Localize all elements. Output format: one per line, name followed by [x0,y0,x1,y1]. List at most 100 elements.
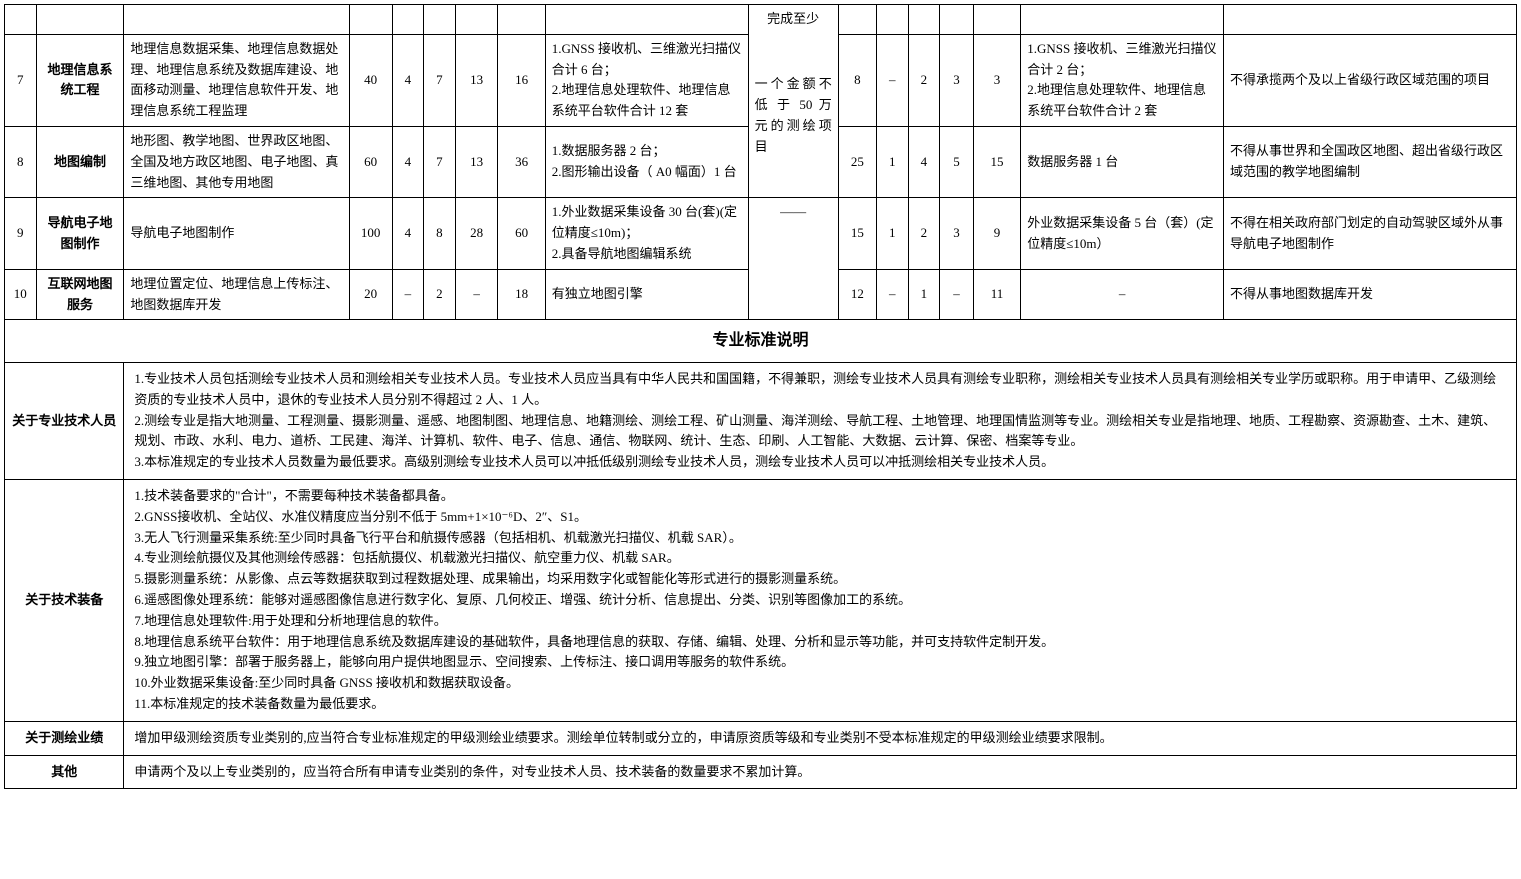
restriction-text: 不得承揽两个及以上省级行政区域范围的项目 [1224,34,1517,126]
col-c8: 2 [908,198,940,269]
col-c6: 12 [838,269,876,320]
col-c9: 3 [940,34,974,126]
col-c9: 5 [940,126,974,197]
col-c10: 11 [973,269,1020,320]
empty-cell [349,5,392,35]
scope-text: 地理信息数据采集、地理信息数据处理、地理信息系统及数据库建设、地面移动测量、地理… [124,34,349,126]
empty-cell [973,5,1020,35]
col-c3: 8 [424,198,456,269]
empty-cell [877,5,909,35]
mid-merged-dash: —— [748,198,838,320]
col-c8: 1 [908,269,940,320]
empty-cell [424,5,456,35]
col-c8: 4 [908,126,940,197]
col-c9: 3 [940,198,974,269]
col-c7: – [877,269,909,320]
section-title: 专业标准说明 [5,320,1517,363]
empty-cell [908,5,940,35]
scope-text: 地理位置定位、地理信息上传标注、地图数据库开发 [124,269,349,320]
col-c10: 9 [973,198,1020,269]
col-c6: 15 [838,198,876,269]
empty-cell [545,5,748,35]
notes-performance-row: 关于测绘业绩 增加甲级测绘资质专业类别的,应当符合专业标准规定的甲级测绘业绩要求… [5,721,1517,755]
equipment-a: 1.数据服务器 2 台； 2.图形输出设备（ A0 幅面）1 台 [545,126,748,197]
col-c7: 1 [877,126,909,197]
equipment-b: 1.GNSS 接收机、三维激光扫描仪合计 2 台； 2.地理信息处理软件、地理信… [1021,34,1224,126]
col-c4: 13 [455,34,498,126]
col-c9: – [940,269,974,320]
col-c5: 36 [498,126,545,197]
col-c7: – [877,34,909,126]
section-title-row: 专业标准说明 [5,320,1517,363]
col-c3: 7 [424,126,456,197]
row-index: 7 [5,34,37,126]
col-c10: 15 [973,126,1020,197]
col-c4: 13 [455,126,498,197]
empty-cell [940,5,974,35]
col-c2: 4 [392,34,424,126]
row-index: 8 [5,126,37,197]
col-c4: – [455,269,498,320]
category-name: 地理信息系统工程 [36,34,124,126]
col-c1: 40 [349,34,392,126]
standards-table: 完成至少 7地理信息系统工程地理信息数据采集、地理信息数据处理、地理信息系统及数… [4,4,1517,789]
col-c4: 28 [455,198,498,269]
notes-personnel-text: 1.专业技术人员包括测绘专业技术人员和测绘相关专业技术人员。专业技术人员应当具有… [124,362,1517,479]
empty-cell [36,5,124,35]
row-index: 10 [5,269,37,320]
notes-performance-text: 增加甲级测绘资质专业类别的,应当符合专业标准规定的甲级测绘业绩要求。测绘单位转制… [124,721,1517,755]
scope-text: 地形图、教学地图、世界政区地图、全国及地方政区地图、电子地图、真三维地图、其他专… [124,126,349,197]
notes-other-text: 申请两个及以上专业类别的，应当符合所有申请专业类别的条件，对专业技术人员、技术装… [124,755,1517,789]
notes-equipment-text: 1.技术装备要求的"合计"，不需要每种技术装备都具备。 2.GNSS接收机、全站… [124,479,1517,721]
equipment-a: 1.外业数据采集设备 30 台(套)(定位精度≤10m)； 2.具备导航地图编辑… [545,198,748,269]
col-c7: 1 [877,198,909,269]
col-c1: 20 [349,269,392,320]
equipment-b: 数据服务器 1 台 [1021,126,1224,197]
notes-equipment-row: 关于技术装备 1.技术装备要求的"合计"，不需要每种技术装备都具备。 2.GNS… [5,479,1517,721]
restriction-text: 不得从事世界和全国政区地图、超出省级行政区域范围的教学地图编制 [1224,126,1517,197]
row-index: 9 [5,198,37,269]
equipment-a: 有独立地图引擎 [545,269,748,320]
notes-performance-label: 关于测绘业绩 [5,721,124,755]
notes-other-label: 其他 [5,755,124,789]
mid-merged-text: 一个金额不 低 于 50 万 元的测绘项目 [748,34,838,198]
empty-cell [1224,5,1517,35]
empty-cell [455,5,498,35]
col-c1: 100 [349,198,392,269]
col-c3: 7 [424,34,456,126]
empty-cell [5,5,37,35]
col-c5: 18 [498,269,545,320]
empty-cell [838,5,876,35]
scope-text: 导航电子地图制作 [124,198,349,269]
col-c2: 4 [392,126,424,197]
col-c8: 2 [908,34,940,126]
col-c3: 2 [424,269,456,320]
table-row-fragment: 完成至少 [5,5,1517,35]
col-c2: – [392,269,424,320]
col-c10: 3 [973,34,1020,126]
col-c1: 60 [349,126,392,197]
empty-cell [1021,5,1224,35]
col-c2: 4 [392,198,424,269]
mid-fragment-top: 完成至少 [748,5,838,35]
restriction-text: 不得从事地图数据库开发 [1224,269,1517,320]
category-name: 地图编制 [36,126,124,197]
table-row: 9导航电子地图制作导航电子地图制作1004828601.外业数据采集设备 30 … [5,198,1517,269]
equipment-b: – [1021,269,1224,320]
category-name: 导航电子地图制作 [36,198,124,269]
notes-other-row: 其他 申请两个及以上专业类别的，应当符合所有申请专业类别的条件，对专业技术人员、… [5,755,1517,789]
equipment-a: 1.GNSS 接收机、三维激光扫描仪合计 6 台； 2.地理信息处理软件、地理信… [545,34,748,126]
notes-personnel-label: 关于专业技术人员 [5,362,124,479]
empty-cell [392,5,424,35]
empty-cell [498,5,545,35]
restriction-text: 不得在相关政府部门划定的自动驾驶区域外从事导航电子地图制作 [1224,198,1517,269]
table-row: 7地理信息系统工程地理信息数据采集、地理信息数据处理、地理信息系统及数据库建设、… [5,34,1517,126]
category-name: 互联网地图服务 [36,269,124,320]
notes-equipment-label: 关于技术装备 [5,479,124,721]
notes-personnel-row: 关于专业技术人员 1.专业技术人员包括测绘专业技术人员和测绘相关专业技术人员。专… [5,362,1517,479]
col-c5: 60 [498,198,545,269]
col-c5: 16 [498,34,545,126]
equipment-b: 外业数据采集设备 5 台（套）(定位精度≤10m） [1021,198,1224,269]
empty-cell [124,5,349,35]
col-c6: 8 [838,34,876,126]
